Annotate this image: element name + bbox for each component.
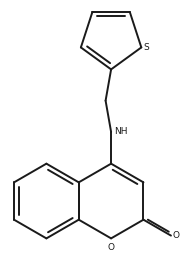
Text: O: O (108, 243, 115, 252)
Text: NH: NH (114, 128, 128, 136)
Text: O: O (173, 231, 180, 240)
Text: S: S (143, 43, 149, 52)
